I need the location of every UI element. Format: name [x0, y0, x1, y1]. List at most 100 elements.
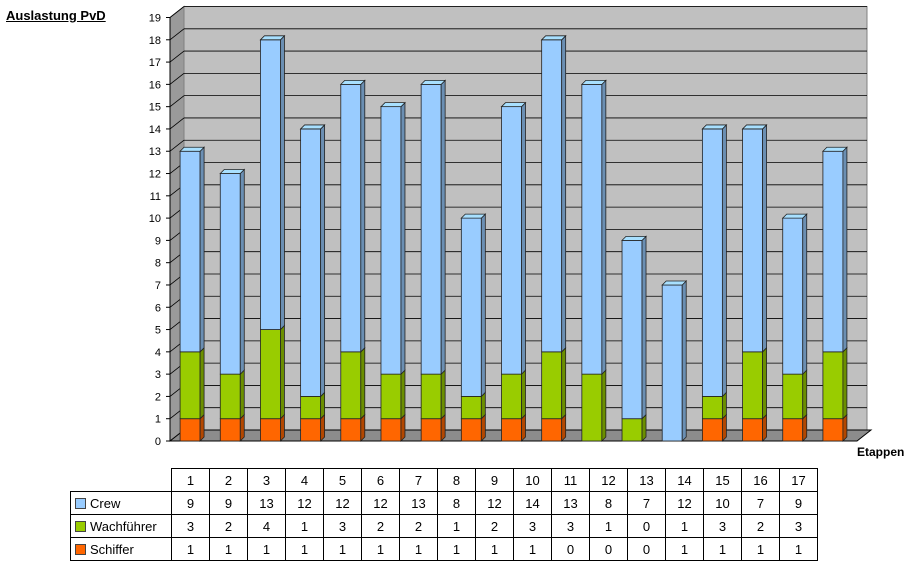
bar-top-5 — [339, 79, 366, 85]
bar-top-2 — [219, 169, 246, 174]
bar-schiffer-4 — [300, 418, 322, 442]
table-cell: 3 — [171, 514, 210, 538]
y-tick-label: 19 — [149, 13, 161, 25]
table-cell: 14 — [513, 491, 552, 515]
table-cell: 1 — [285, 537, 324, 561]
bar-crew-13 — [661, 284, 683, 442]
legend-swatch — [75, 497, 86, 509]
table-cell: 3 — [323, 514, 362, 538]
bar-wachführer-12 — [621, 418, 643, 442]
table-cell: 1 — [475, 537, 514, 561]
y-tick-label: 6 — [155, 302, 161, 314]
bar-wachführer-10 — [541, 351, 563, 420]
bar-crew-9 — [501, 106, 522, 375]
bar-side-crew-6 — [400, 101, 406, 376]
bar-crew-12 — [621, 239, 643, 420]
bar-side-crew-10 — [561, 34, 567, 353]
table-cell: 13 — [399, 491, 438, 515]
x-tick-label: 16 — [741, 468, 780, 492]
table-cell: 1 — [437, 514, 476, 538]
y-tick-label: 11 — [150, 191, 161, 203]
table-row: Schiffer 1 1 1 1 1 1 1 1 1 1 0 0 0 1 1 1 1 — [70, 537, 818, 561]
legend-entry: Crew — [70, 491, 172, 515]
table-cell: 1 — [665, 537, 704, 561]
table-cell: 12 — [323, 491, 362, 515]
table-cell: 1 — [437, 537, 476, 561]
bar-crew-5 — [340, 83, 362, 353]
x-tick-label: 14 — [665, 468, 704, 492]
bar-crew-2 — [219, 173, 241, 375]
bar-side-crew-14 — [721, 123, 727, 398]
bar-wachführer-14 — [701, 396, 723, 420]
legend-swatch — [75, 543, 86, 555]
y-tick-label: 7 — [155, 280, 161, 292]
table-cell: 7 — [627, 491, 666, 515]
table-cell: 2 — [209, 514, 248, 538]
y-tick-label: 2 — [155, 391, 161, 403]
bar-side-crew-9 — [521, 101, 526, 376]
bar-wachführer-16 — [782, 373, 804, 420]
table-cell: 2 — [361, 514, 400, 538]
y-tick-label: 15 — [149, 102, 161, 114]
table-cell: 12 — [665, 491, 704, 515]
y-tick-label: 18 — [149, 35, 161, 47]
x-tick-label: 17 — [779, 468, 818, 492]
bar-side-wachführer-15 — [762, 346, 767, 420]
data-table: 1 2 3 4 5 6 7 8 9 10 11 12 13 14 15 16 17 Crew 9 9 13 12 12 12 1… — [70, 468, 818, 561]
y-tick-label: 16 — [149, 79, 161, 91]
x-tick-label: 2 — [209, 468, 248, 492]
legend-label: Crew — [90, 495, 121, 511]
x-tick-label: 10 — [513, 468, 552, 492]
bar-side-wachführer-2 — [239, 369, 245, 420]
y-tick-label: 13 — [149, 146, 161, 158]
bar-schiffer-9 — [501, 418, 522, 442]
legend-label: Wachführer — [90, 518, 157, 534]
gridline-diag — [169, 28, 185, 41]
bar-side-wachführer-10 — [561, 346, 567, 420]
bar-crew-16 — [782, 217, 804, 375]
y-tick-label: 5 — [155, 325, 161, 337]
gridline-diag — [169, 73, 185, 85]
bar-side-crew-1 — [199, 146, 205, 353]
bar-wachführer-9 — [501, 373, 522, 420]
table-cell: 3 — [703, 514, 742, 538]
table-cell: 13 — [551, 491, 590, 515]
table-cell: 1 — [171, 537, 210, 561]
gridline-diag — [169, 139, 185, 152]
table-cell: 1 — [703, 537, 742, 561]
bar-side-wachführer-17 — [842, 346, 848, 420]
bar-side-crew-2 — [239, 168, 245, 376]
table-cell: 1 — [247, 537, 286, 561]
table-cell: 1 — [513, 537, 552, 561]
bar-top-14 — [701, 124, 728, 130]
bars — [179, 34, 848, 442]
table-cell: 0 — [589, 537, 628, 561]
table-cell: 1 — [285, 514, 324, 538]
bar-top-13 — [661, 280, 688, 286]
bar-side-crew-16 — [802, 213, 808, 376]
bar-top-7 — [420, 79, 447, 85]
bar-side-wachführer-11 — [601, 369, 607, 442]
bar-crew-3 — [260, 39, 281, 330]
y-tick-label: 8 — [155, 258, 161, 270]
bar-schiffer-17 — [822, 418, 844, 442]
bar-wachführer-11 — [581, 373, 603, 442]
bar-crew-7 — [420, 83, 442, 375]
x-tick-label: 8 — [437, 468, 476, 492]
bar-top-11 — [580, 79, 607, 85]
bar-side-crew-5 — [360, 79, 366, 353]
bar-side-crew-11 — [601, 79, 607, 376]
table-cell: 13 — [247, 491, 286, 515]
bar-crew-4 — [300, 128, 322, 397]
y-tick-label: 12 — [149, 169, 161, 181]
bar-side-wachführer-9 — [521, 369, 526, 420]
table-cell: 1 — [665, 514, 704, 538]
table-header-row: 1 2 3 4 5 6 7 8 9 10 11 12 13 14 15 16 17 — [71, 468, 818, 492]
bar-top-4 — [299, 124, 326, 130]
bar-schiffer-14 — [701, 418, 723, 442]
table-cell: 1 — [741, 537, 780, 561]
bar-schiffer-1 — [179, 418, 201, 442]
table-cell: 0 — [551, 537, 590, 561]
legend-entry: Wachführer — [70, 514, 172, 538]
